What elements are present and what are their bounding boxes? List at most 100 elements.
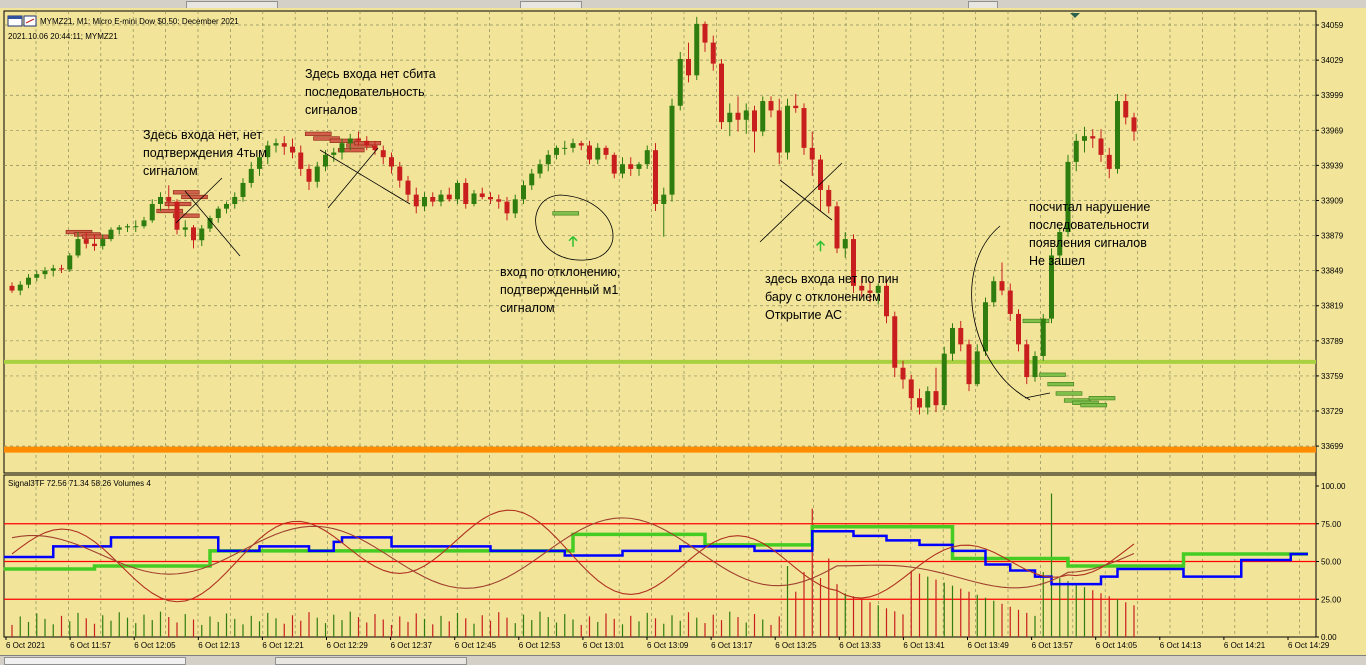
drawn-stroke [535,194,614,261]
candle-body [265,145,271,158]
drawn-stroke [779,179,833,221]
candle-body [512,199,518,214]
time-tick-label: 6 Oct 14:13 [1160,641,1202,650]
candle-body [1123,101,1129,118]
candle-body [562,147,568,149]
candle-body [34,274,40,278]
time-tick-label: 6 Oct 12:29 [327,641,369,650]
drawn-stroke [175,177,223,224]
candle-body [686,58,691,76]
time-tick-label: 6 Oct 13:09 [647,641,689,650]
candle-body [587,145,592,160]
candle-body [1073,140,1079,162]
annotation-line: бару с отклонением [765,290,881,304]
candle-body [999,281,1005,291]
candle-body [207,218,213,229]
indicator-title: Signal3TF 72.56 71.34 58.26 Volumes 4 [8,479,151,488]
candle-body [1016,313,1021,345]
time-tick-label: 6 Oct 12:37 [391,641,433,650]
candle-body [603,147,609,155]
annotation-line: Здесь входа нет сбита [305,67,436,81]
buy-signal-mark [1080,403,1108,408]
sell-signal-mark [329,138,357,143]
candle-body [611,154,617,174]
price-tick-label: 33759 [1321,372,1344,381]
annotation-line: Здесь входа нет, нет [143,128,262,142]
buy-arrow-icon [815,240,826,252]
time-tick-label: 6 Oct 14:29 [1288,641,1330,650]
candle-body [653,150,658,204]
chart-tab[interactable] [275,657,467,665]
oscillator-line-2 [11,517,1135,589]
buy-signal-mark [1039,372,1066,377]
time-tick-label: 6 Oct 2021 [6,641,46,650]
signal-line-blue [3,530,1308,586]
candle-body [785,105,790,153]
candle-body [694,23,700,76]
price-tick-label: 33939 [1321,161,1344,170]
candle-body [42,270,48,275]
time-axis-labels: 6 Oct 2021 6 Oct 11:57 6 Oct 12:05 6 Oct 12… [5,637,1330,650]
buy-signal-mark [1055,391,1083,396]
candle-body [974,351,980,385]
annotation-line: здесь входа нет по пин [765,272,899,286]
candle-body [479,193,485,197]
candle-body [1040,318,1046,357]
price-tick-label: 33849 [1321,267,1344,276]
time-tick-label: 6 Oct 11:57 [70,641,111,650]
price-tick-label: 33879 [1321,232,1344,241]
candle-body [397,166,403,181]
candle-body [578,143,584,146]
candle-body [570,143,576,148]
price-tick-label: 33789 [1321,337,1344,346]
candle-body [842,239,848,249]
candle-body [67,255,73,270]
candle-body [273,143,279,146]
candle-body [1131,117,1137,132]
candle-body [17,284,23,291]
candle-body [314,166,320,182]
candle-body [801,108,807,148]
candle-body [298,152,304,169]
candle-body [413,194,419,207]
candle-body [1057,232,1063,256]
candle-body [826,189,832,207]
time-tick-label: 6 Oct 13:57 [1032,641,1074,650]
candle-body [1115,101,1120,169]
annotation-line: Открытие АС [765,308,842,322]
candle-body [768,101,774,111]
candle-body [958,327,964,345]
candle-body [702,23,708,43]
candle-body [438,194,444,202]
annotation-line: подтвержденный м1 [500,283,618,297]
candle-body [380,150,386,158]
candle-body [83,239,89,244]
candle-body [661,194,667,204]
time-tick-label: 6 Oct 12:05 [134,641,176,650]
chart-window[interactable]: 34059 34029 33999 33969 33939 33909 33879 33849… [0,8,1366,655]
sell-signal-mark [156,208,184,214]
buy-arrow-icon [568,235,578,247]
candle-body [1090,136,1096,139]
oscillator-line-1 [11,509,1135,603]
indicator-tick-label: 50.00 [1321,558,1342,567]
chart-tab[interactable] [4,657,186,665]
candle-body [710,42,716,64]
candle-body [405,180,411,195]
indicator-tick-label: 0.00 [1321,633,1337,642]
shift-marker-icon[interactable] [1070,13,1080,18]
candle-body [776,110,782,153]
candle-body [141,220,147,227]
candle-body [669,105,675,195]
chart-canvas[interactable]: 34059 34029 33999 33969 33939 33909 33879 33849… [0,8,1366,655]
candle-body [116,227,122,230]
candle-body [215,208,221,219]
candle-body [306,168,312,182]
annotation-line: последовательность [305,85,425,99]
price-tick-label: 33909 [1321,196,1344,205]
time-tick-label: 6 Oct 12:45 [455,641,497,650]
candle-body [108,229,114,240]
candle-body [422,196,427,207]
candle-body [133,226,139,228]
indicator-tick-label: 75.00 [1321,520,1342,529]
